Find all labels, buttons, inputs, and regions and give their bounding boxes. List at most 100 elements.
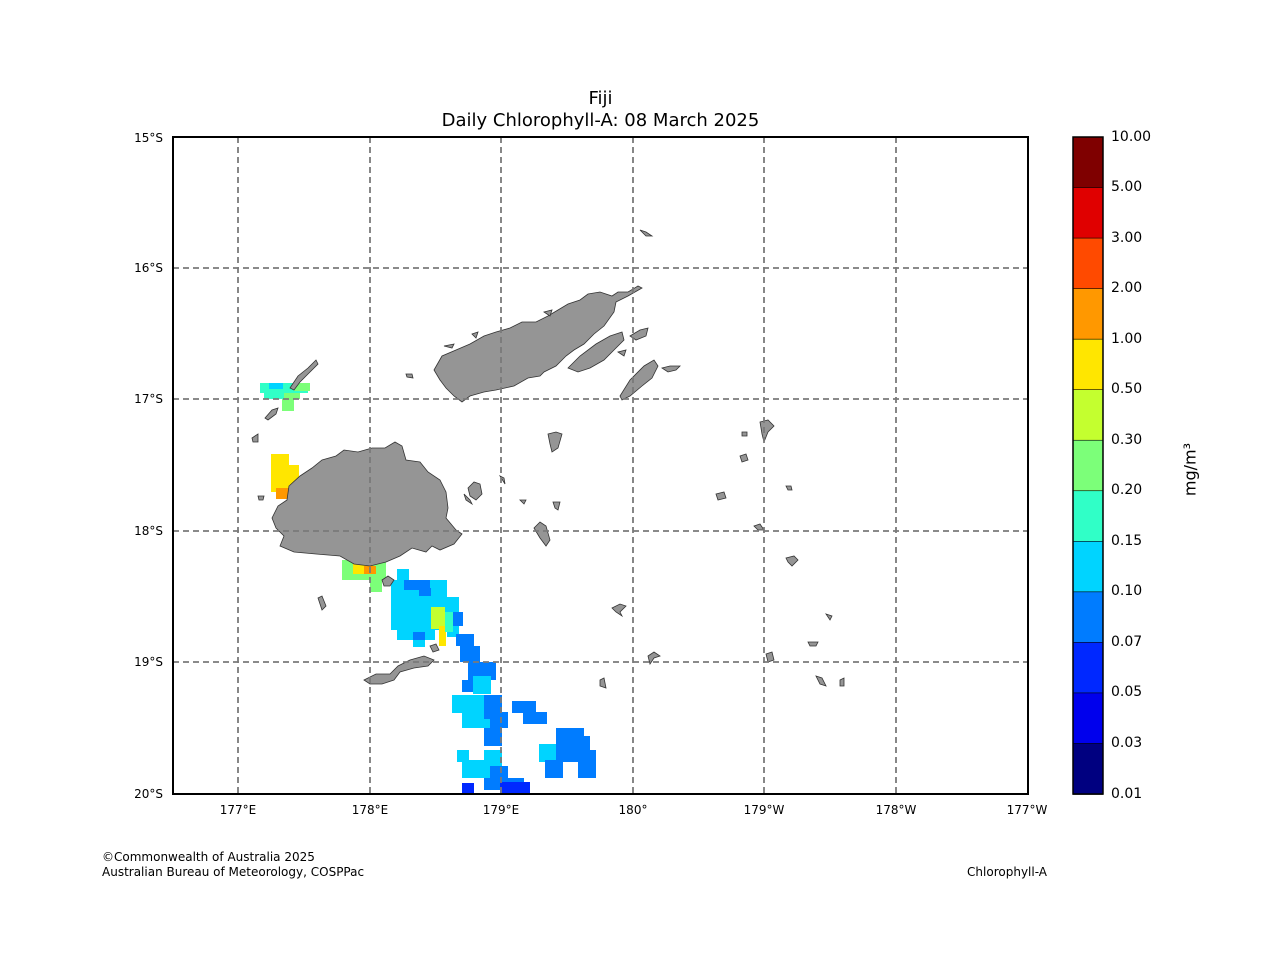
- chl-pixel: [289, 465, 299, 485]
- lau-island: [785, 555, 799, 567]
- colorbar-frame: [1072, 136, 1104, 795]
- chl-pixel: [490, 712, 508, 728]
- small-island: [552, 501, 561, 511]
- copyright-text: ©Commonwealth of Australia 2025: [102, 850, 315, 864]
- lon-label: 178°E: [351, 803, 389, 817]
- chl-pixel: [282, 399, 294, 411]
- colorbar-segment: [1072, 591, 1104, 644]
- chl-pixel: [473, 676, 491, 694]
- land-masses: [251, 229, 845, 689]
- lat-label: 18°S: [134, 524, 163, 538]
- lau-island: [765, 651, 775, 663]
- colorbar-label: 0.15: [1111, 533, 1143, 549]
- colorbar-segment: [1072, 389, 1104, 442]
- colorbar-segment: [1072, 439, 1104, 492]
- chl-pixel: [413, 640, 425, 647]
- chl-pixel: [445, 612, 453, 632]
- chl-pixel: [276, 488, 295, 499]
- chl-pixel: [462, 712, 490, 728]
- small-island: [543, 309, 553, 317]
- chl-pixel: [397, 569, 409, 581]
- chl-pixel: [462, 680, 476, 692]
- chl-pixel: [453, 612, 463, 626]
- kadavu-island: [363, 655, 435, 685]
- lon-label: 179°W: [743, 803, 785, 817]
- colorbar-segment: [1072, 136, 1104, 189]
- small-island: [639, 229, 654, 237]
- colorbar-label: 0.05: [1111, 684, 1143, 700]
- lau-island: [839, 677, 845, 687]
- lau-island: [741, 431, 748, 437]
- colorbar: [1072, 136, 1104, 795]
- koro-island: [547, 431, 563, 453]
- colorbar-label: 0.20: [1111, 482, 1143, 498]
- agency-text: Australian Bureau of Meteorology, COSPPa…: [102, 865, 365, 879]
- colorbar-label: 1.00: [1111, 331, 1143, 347]
- vatulele-island: [317, 595, 327, 611]
- map-background: [173, 137, 1028, 794]
- chl-pixel: [500, 782, 530, 794]
- lon-label: 179°E: [482, 803, 520, 817]
- colorbar-label: 0.30: [1111, 432, 1143, 448]
- lon-label: 177°E: [219, 803, 257, 817]
- vanua-levu-island: [433, 285, 643, 403]
- viti-levu-island: [271, 441, 463, 567]
- colorbar-label: 0.50: [1111, 381, 1143, 397]
- lon-label: 177°W: [1006, 803, 1048, 817]
- lau-island: [815, 675, 827, 687]
- lau-island: [759, 419, 775, 444]
- colorbar-segment: [1072, 288, 1104, 340]
- lau-island: [599, 677, 607, 689]
- colorbar-segment: [1072, 237, 1104, 290]
- small-island: [264, 407, 279, 421]
- chl-pixel: [460, 646, 480, 662]
- chl-pixel: [264, 393, 284, 399]
- map-title: Fiji: [588, 88, 613, 109]
- small-island: [257, 495, 265, 501]
- chl-pixel: [462, 783, 474, 794]
- small-island: [617, 349, 627, 357]
- lau-island: [825, 613, 833, 621]
- lau-island: [647, 651, 661, 665]
- chl-pixel: [431, 607, 445, 629]
- small-island: [443, 343, 455, 349]
- colorbar-segment: [1072, 187, 1104, 239]
- chl-pixel: [404, 580, 430, 590]
- colorbar-label: 0.01: [1111, 786, 1143, 802]
- colorbar-segment: [1072, 642, 1104, 694]
- colorbar-label: 0.10: [1111, 583, 1143, 599]
- lat-label: 16°S: [134, 261, 163, 275]
- chl-pixel: [452, 695, 484, 713]
- chl-pixel: [269, 383, 283, 389]
- vanua-levu-east-island: [567, 331, 625, 373]
- map-subtitle: Daily Chlorophyll-A: 08 March 2025: [441, 110, 760, 131]
- chl-pixel: [457, 750, 469, 762]
- taveuni-island: [619, 359, 659, 401]
- small-island: [629, 327, 649, 341]
- colorbar-label: 3.00: [1111, 230, 1143, 246]
- lau-island: [785, 485, 793, 491]
- product-label: Chlorophyll-A: [967, 865, 1047, 879]
- chl-pixel: [419, 588, 431, 596]
- chl-pixel: [523, 712, 547, 724]
- chl-pixel: [484, 750, 502, 762]
- colorbar-label: 0.07: [1111, 634, 1143, 650]
- colorbar-label: 2.00: [1111, 280, 1143, 296]
- gridlines: [173, 137, 1028, 794]
- lau-island: [739, 453, 749, 463]
- small-island: [471, 331, 479, 339]
- lat-label: 20°S: [134, 787, 163, 801]
- colorbar-segment: [1072, 692, 1104, 745]
- small-island: [463, 493, 474, 506]
- chl-pixel: [567, 736, 590, 760]
- yasawa-islands: [289, 359, 319, 391]
- chl-pixel: [260, 383, 308, 393]
- lon-label: 180°: [618, 803, 648, 817]
- ovalau-island: [467, 481, 483, 501]
- lau-island: [807, 641, 819, 647]
- chl-pixel: [271, 454, 289, 492]
- colorbar-segment: [1072, 743, 1104, 795]
- colorbar-unit: mg/m³: [1180, 442, 1200, 497]
- colorbar-segment: [1072, 541, 1104, 593]
